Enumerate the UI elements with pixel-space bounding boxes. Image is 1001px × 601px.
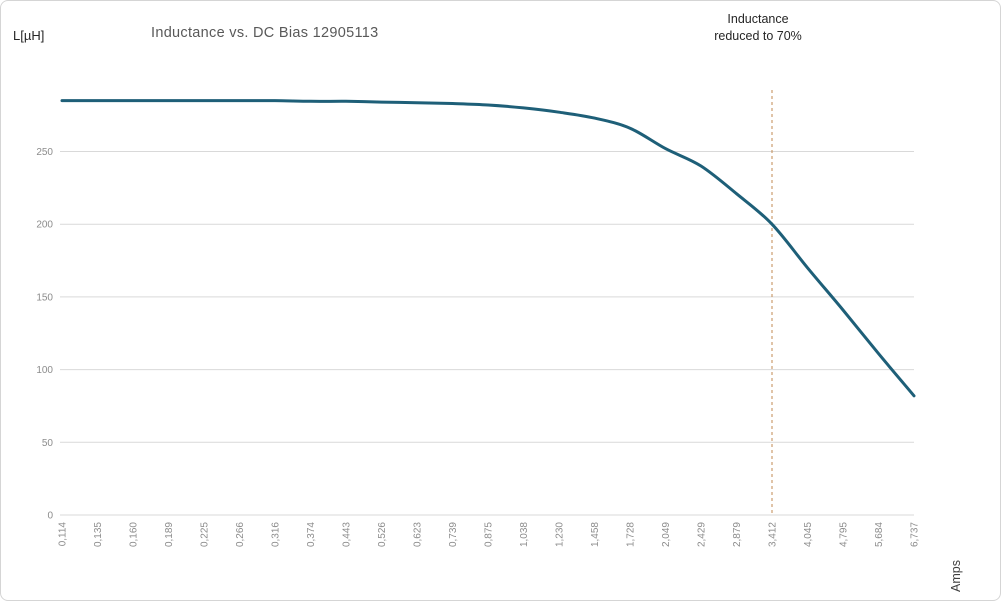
x-tick-label: 0,189: [164, 522, 175, 547]
x-tick-label: 1,038: [519, 522, 530, 547]
y-tick-label: 0: [47, 511, 53, 522]
chart-title: Inductance vs. DC Bias 12905113: [151, 25, 379, 41]
annotation-line-1: Inductance: [727, 12, 789, 26]
series-line: [60, 99, 916, 398]
y-axis-title: L[µH]: [13, 28, 45, 43]
x-tick-label: 0,875: [484, 522, 495, 547]
y-tick-label: 100: [36, 365, 53, 376]
y-tick-label: 250: [36, 147, 53, 158]
x-tick-label: 2,049: [661, 522, 672, 547]
x-tick-label: 0,526: [377, 522, 388, 547]
x-tick-label: 0,316: [271, 522, 282, 547]
x-tick-label: 0,623: [413, 522, 424, 547]
x-tick-label: 0,374: [306, 522, 317, 547]
gridlines: [60, 151, 914, 516]
x-tick-label: 0,135: [93, 522, 104, 547]
x-tick-labels: 0,114 0,135 0,160 0,189 0,225 0,266 0,316 0,374…: [58, 522, 921, 547]
x-tick-label: 4,045: [803, 522, 814, 547]
y-tick-labels: 0 50 100 150 200 250: [36, 147, 53, 522]
y-tick-label: 200: [36, 220, 53, 231]
x-tick-label: 0,225: [200, 522, 211, 547]
x-tick-label: 1,728: [626, 522, 637, 547]
x-tick-label: 2,429: [697, 522, 708, 547]
x-axis-title: Amps: [949, 560, 963, 592]
x-tick-label: 6,737: [910, 522, 921, 547]
y-tick-label: 50: [42, 438, 54, 449]
x-tick-label: 0,114: [58, 522, 69, 547]
x-tick-label: 4,795: [839, 522, 850, 547]
x-tick-label: 5,684: [874, 522, 885, 547]
x-tick-label: 0,443: [342, 522, 353, 547]
y-tick-label: 150: [36, 292, 53, 303]
annotation-line-2: reduced to 70%: [714, 29, 802, 43]
x-tick-label: 2,879: [732, 522, 743, 547]
annotation-label: Inductance reduced to 70%: [683, 11, 833, 45]
x-tick-label: 1,230: [555, 522, 566, 547]
x-tick-label: 0,739: [448, 522, 459, 547]
x-tick-label: 3,412: [768, 522, 779, 547]
x-tick-label: 0,160: [129, 522, 140, 547]
x-tick-label: 1,458: [590, 522, 601, 547]
x-tick-label: 0,266: [235, 522, 246, 547]
